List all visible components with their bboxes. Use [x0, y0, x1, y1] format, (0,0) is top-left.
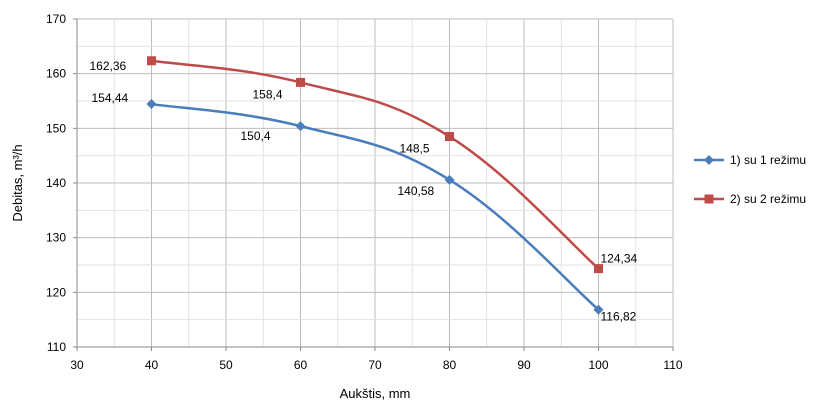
- y-tick-label: 140: [46, 176, 66, 190]
- y-tick-label: 120: [46, 285, 66, 299]
- legend-label: 1) su 1 režimu: [730, 153, 806, 167]
- x-tick-label: 110: [663, 358, 682, 372]
- data-label: 150,4: [241, 129, 271, 143]
- data-label: 140,58: [398, 184, 435, 198]
- data-label: 158,4: [253, 87, 283, 101]
- x-tick-label: 60: [294, 358, 308, 372]
- x-tick-label: 80: [443, 358, 457, 372]
- data-label: 116,82: [601, 310, 637, 324]
- data-label: 148,5: [400, 142, 430, 156]
- legend-label: 2) su 2 režimu: [730, 192, 806, 206]
- x-tick-label: 100: [588, 358, 608, 372]
- legend-square-marker: [704, 194, 714, 204]
- y-tick-label: 110: [47, 340, 66, 354]
- y-tick-label: 160: [46, 67, 66, 81]
- x-tick-label: 70: [368, 358, 382, 372]
- data-point-diamond: [146, 99, 157, 110]
- data-point-square: [445, 132, 454, 142]
- data-point-square: [296, 77, 305, 87]
- legend-diamond-marker: [704, 155, 714, 165]
- series-layer: [146, 56, 604, 315]
- data-point-diamond: [295, 121, 306, 132]
- x-tick-label: 30: [70, 358, 84, 372]
- data-labels: 154,44 150,4 140,58 116,82 162,36 158,4 148,5 1…: [90, 59, 638, 324]
- data-point-square: [594, 264, 603, 274]
- data-label: 154,44: [92, 91, 129, 105]
- data-label: 162,36: [90, 59, 127, 73]
- x-tick-label: 40: [145, 358, 159, 372]
- y-tick-label: 170: [46, 12, 66, 26]
- grid: [76, 18, 674, 348]
- data-point-square: [147, 56, 156, 66]
- y-tick-label: 130: [46, 231, 66, 245]
- axes: 30 40 50 60 70 80 90 100 110 110 120 130 140 150 160 17…: [46, 12, 683, 372]
- legend: 1) su 1 režimu 2) su 2 režimu: [694, 153, 806, 206]
- x-tick-label: 50: [219, 358, 233, 372]
- series-line-1: [151, 102, 600, 311]
- data-point-diamond: [593, 304, 604, 315]
- y-tick-label: 150: [46, 121, 66, 135]
- data-label: 124,34: [601, 252, 638, 266]
- y-axis-title: Debitas, m³/h: [10, 144, 25, 221]
- x-axis-title: Aukštis, mm: [340, 386, 411, 401]
- x-tick-label: 90: [517, 358, 531, 372]
- data-point-diamond: [444, 174, 455, 185]
- series-line-2: [151, 59, 600, 270]
